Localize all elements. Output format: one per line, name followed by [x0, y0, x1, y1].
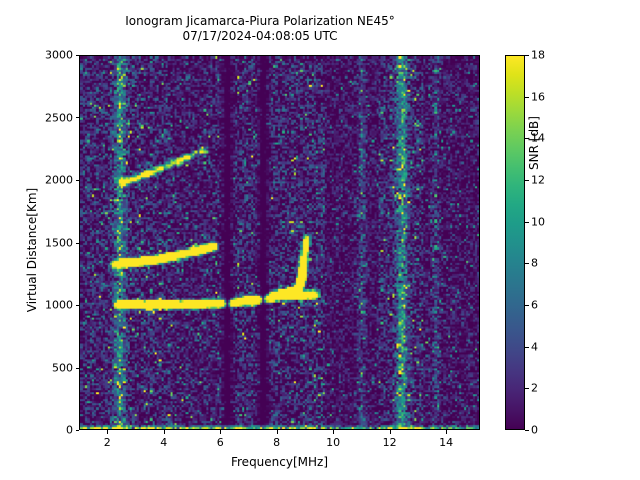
ionogram-plot-area	[79, 55, 480, 430]
colorbar-tick-mark	[525, 180, 529, 181]
colorbar-gradient	[506, 56, 524, 429]
x-axis-tick-label: 6	[216, 436, 224, 449]
colorbar-tick-label: 18	[531, 48, 545, 62]
y-axis-tick-mark	[75, 117, 79, 118]
y-axis-tick-mark	[75, 55, 79, 56]
x-axis-tick-label: 12	[382, 436, 397, 449]
x-axis-tick-mark	[164, 430, 165, 434]
x-axis-tick-mark	[107, 430, 108, 434]
colorbar-tick-mark	[525, 388, 529, 389]
colorbar-tick-label: 6	[531, 298, 538, 312]
colorbar-tick-mark	[525, 263, 529, 264]
y-axis-tick-label: 0	[66, 423, 73, 437]
colorbar-tick-label: 8	[531, 256, 538, 270]
colorbar-tick-label: 0	[531, 423, 538, 437]
x-axis-tick-label: 8	[273, 436, 281, 449]
colorbar-tick-label: 4	[531, 340, 538, 354]
y-axis-tick-label: 3000	[45, 48, 73, 62]
x-axis-tick-label: 2	[103, 436, 111, 449]
colorbar-tick-label: 12	[531, 173, 545, 187]
colorbar-tick-mark	[525, 430, 529, 431]
colorbar-tick-label: 10	[531, 215, 545, 229]
colorbar	[505, 55, 525, 430]
x-axis-tick-label: 4	[160, 436, 168, 449]
y-axis-tick-mark	[75, 430, 79, 431]
colorbar-tick-mark	[525, 305, 529, 306]
page-title: Ionogram Jicamarca-Piura Polarization NE…	[0, 14, 520, 44]
colorbar-tick-mark	[525, 55, 529, 56]
x-axis-tick-mark	[333, 430, 334, 434]
colorbar-tick-mark	[525, 138, 529, 139]
colorbar-tick-mark	[525, 97, 529, 98]
colorbar-tick-label: 2	[531, 381, 538, 395]
colorbar-tick-label: 14	[531, 131, 545, 145]
title-line-2: 07/17/2024-04:08:05 UTC	[182, 29, 338, 43]
colorbar-tick-label: 16	[531, 90, 545, 104]
x-axis-label: Frequency[MHz]	[230, 455, 329, 469]
y-axis-tick-mark	[75, 368, 79, 369]
x-axis-tick-mark	[220, 430, 221, 434]
y-axis-tick-label: 1000	[45, 298, 73, 312]
x-axis-tick-mark	[277, 430, 278, 434]
x-axis-tick-mark	[390, 430, 391, 434]
y-axis-tick-label: 2500	[45, 111, 73, 124]
y-axis-tick-label: 1500	[45, 236, 73, 249]
colorbar-tick-mark	[525, 222, 529, 223]
ionogram-heatmap-canvas	[80, 56, 479, 429]
y-axis-tick-label: 500	[52, 361, 73, 374]
y-axis-tick-mark	[75, 180, 79, 181]
y-axis-tick-mark	[75, 305, 79, 306]
colorbar-tick-mark	[525, 347, 529, 348]
y-axis-tick-mark	[75, 243, 79, 244]
x-axis-tick-label: 10	[326, 436, 341, 449]
y-axis-tick-label: 2000	[45, 173, 73, 187]
title-line-1: Ionogram Jicamarca-Piura Polarization NE…	[125, 14, 395, 28]
x-axis-tick-mark	[446, 430, 447, 434]
x-axis-tick-label: 14	[439, 436, 454, 449]
